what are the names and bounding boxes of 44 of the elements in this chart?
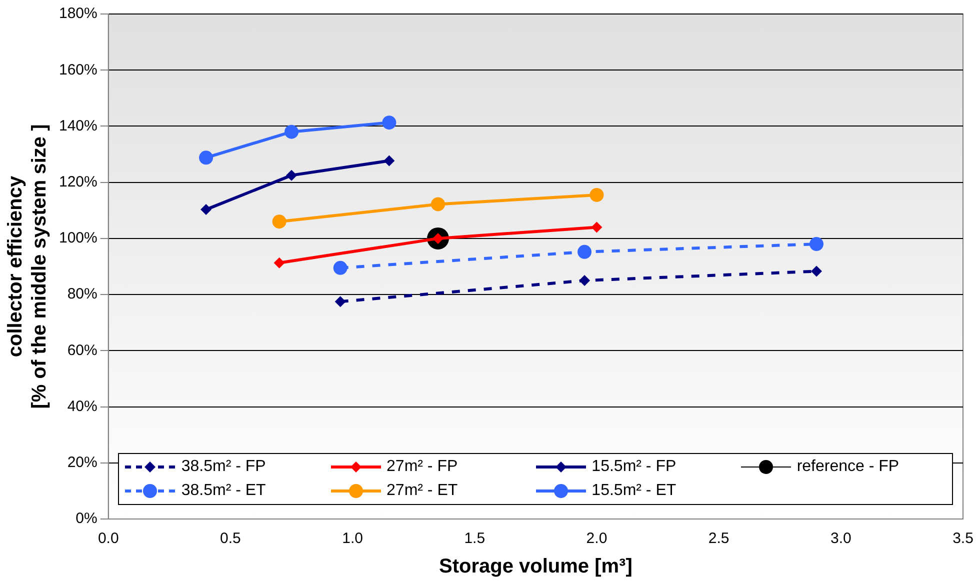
y-tick-label: 160% [58, 61, 98, 78]
point [590, 188, 604, 202]
y-tick-label: 140% [58, 117, 98, 134]
x-tick-label: 2.5 [708, 530, 730, 548]
point [579, 275, 590, 286]
x-tick-label: 3.0 [830, 530, 852, 548]
y-axis-title: collector efficiency [% of the middle system size ] [4, 124, 51, 409]
legend-label: 38.5m² - ET [181, 482, 266, 500]
legend-label: 38.5m² - FP [181, 458, 266, 476]
legend-label: reference - FP [796, 458, 900, 476]
x-axis-title: Storage volume [m³] [439, 556, 632, 578]
point [284, 124, 298, 139]
y-tick-label: 120% [58, 173, 98, 190]
y-tick-label: 60% [67, 342, 98, 359]
x-tick-label: 2.0 [586, 530, 608, 548]
point [382, 116, 396, 130]
y-tick-label: 0% [76, 510, 98, 528]
y-tick-label: 20% [67, 454, 98, 472]
y-tick-label: 40% [67, 398, 98, 415]
x-tick-label: 1.5 [464, 530, 486, 548]
legend-label: 15.5m² - FP [592, 458, 676, 476]
point [272, 214, 286, 229]
y-tick-label: 80% [67, 286, 98, 303]
x-tick-label: 3.5 [952, 530, 974, 548]
x-tick-label: 0.5 [220, 530, 241, 548]
point [274, 257, 285, 268]
y-tick-label: 180% [58, 5, 98, 22]
point [200, 204, 212, 216]
legend-label: 15.5m² - ET [592, 482, 676, 500]
legend-label: 27m² - ET [386, 482, 458, 500]
x-tick-label: 0.0 [98, 530, 119, 548]
point [431, 197, 446, 212]
point [810, 266, 822, 277]
point [199, 150, 214, 165]
point [286, 170, 297, 181]
point [384, 155, 395, 166]
legend-label: 27m² - FP [386, 458, 458, 476]
point [809, 237, 824, 252]
point [334, 296, 346, 308]
y-tick-label: 100% [58, 230, 98, 247]
point [591, 222, 602, 233]
point [333, 260, 348, 275]
point [578, 244, 592, 259]
x-tick-label: 1.0 [342, 530, 363, 548]
